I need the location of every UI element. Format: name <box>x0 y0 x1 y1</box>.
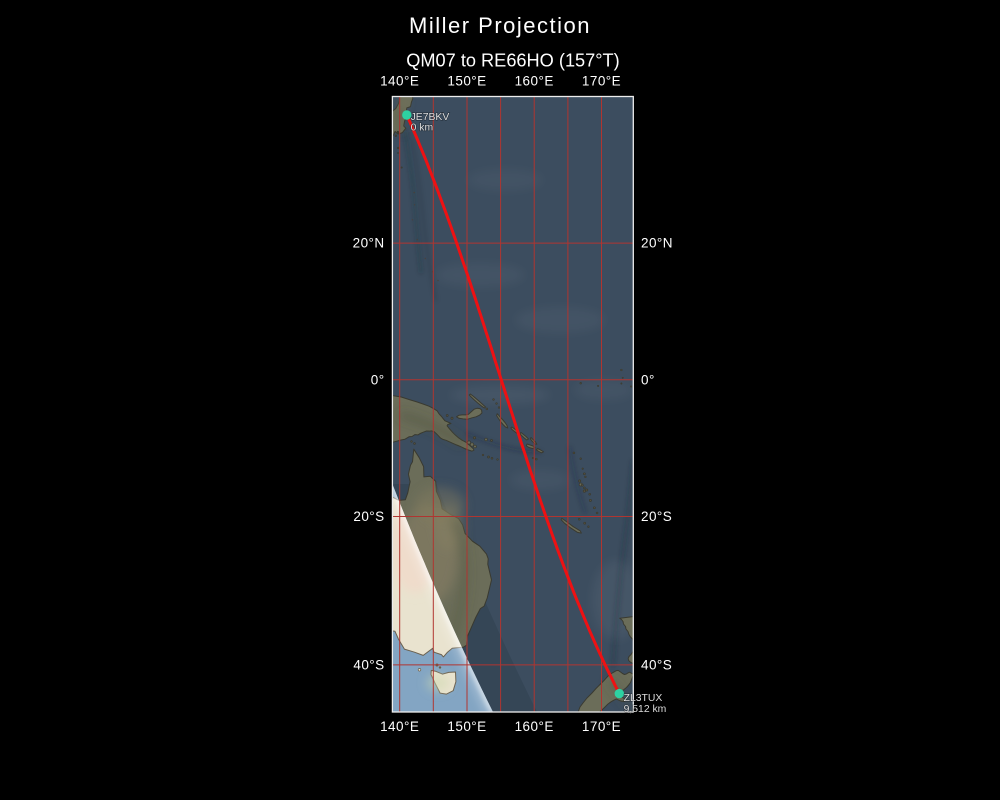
svg-text:ZL3TUX: ZL3TUX <box>624 693 663 704</box>
svg-text:140°E: 140°E <box>380 719 419 734</box>
svg-text:9,512 km: 9,512 km <box>624 704 667 715</box>
svg-text:150°E: 150°E <box>447 719 486 734</box>
svg-text:JE7BKV: JE7BKV <box>411 112 450 123</box>
svg-text:0°: 0° <box>371 372 385 387</box>
svg-text:20°S: 20°S <box>353 509 384 524</box>
svg-text:20°N: 20°N <box>641 236 673 251</box>
svg-text:160°E: 160°E <box>515 719 554 734</box>
svg-text:QM07 to RE66HO (157°T): QM07 to RE66HO (157°T) <box>406 51 619 71</box>
svg-text:140°E: 140°E <box>380 73 419 88</box>
svg-text:0°: 0° <box>641 372 655 387</box>
svg-text:160°E: 160°E <box>515 73 554 88</box>
svg-text:Miller Projection: Miller Projection <box>409 13 591 38</box>
svg-text:40°S: 40°S <box>353 658 384 673</box>
svg-text:0 km: 0 km <box>411 122 434 133</box>
svg-text:150°E: 150°E <box>447 73 486 88</box>
svg-text:170°E: 170°E <box>582 73 621 88</box>
svg-text:20°N: 20°N <box>353 236 385 251</box>
svg-text:170°E: 170°E <box>582 719 621 734</box>
svg-text:40°S: 40°S <box>641 658 672 673</box>
svg-text:20°S: 20°S <box>641 509 672 524</box>
